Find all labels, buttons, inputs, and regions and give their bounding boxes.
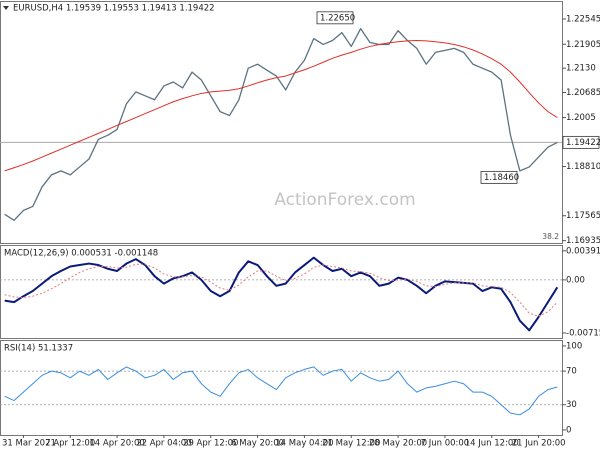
y-tick-label: 70 [566, 367, 577, 377]
panel-frame [0, 1, 563, 244]
watermark: ActionForex.com [274, 190, 415, 210]
y-tick-label: 1.2005 [566, 113, 596, 123]
y-tick-label: 100 [566, 341, 582, 351]
y-tick-label: 1.18810 [566, 162, 600, 172]
price-annotation-box [316, 11, 354, 25]
last-price-box [562, 135, 600, 149]
menu-icon [3, 6, 9, 10]
y-tick-label: 0.00 [566, 275, 585, 285]
y-tick-label: 1.2130 [566, 64, 596, 74]
x-tick-label: 7 Jun 00:00 [421, 439, 470, 449]
x-tick-label: 31 Mar 2021 [2, 439, 56, 449]
panel-frame [0, 245, 563, 339]
series-line [4, 366, 558, 416]
x-tick-label: 14 Jun 12:00 [465, 439, 519, 449]
series-line [4, 256, 559, 332]
last-price-label: 1.19422 [566, 138, 600, 148]
x-tick-label: 29 Apr 12:00 [183, 439, 238, 449]
y-tick-label: 1.17565 [566, 211, 600, 221]
y-tick-label: 0 [566, 425, 571, 435]
x-tick-label: 21 Jun 20:00 [512, 439, 566, 449]
series-line [4, 40, 558, 172]
y-tick-label: 1.21905 [566, 40, 600, 50]
panel-frame [0, 340, 563, 436]
x-tick-label: 22 Apr 04:00 [136, 439, 191, 449]
y-tick-label: 1.16935 [566, 236, 600, 246]
y-tick-label: 0.003917 [566, 246, 600, 256]
x-tick-label: 28 May 20:00 [369, 439, 427, 449]
x-tick-label: 14 May 04:00 [275, 439, 333, 449]
rsi-title: RSI(14) 51.1337 [4, 344, 73, 354]
chart-title: EURUSD,H4 1.19539 1.19553 1.19413 1.1942… [13, 4, 215, 14]
x-tick-label: 21 May 12:00 [322, 439, 380, 449]
y-tick-label: -0.007152 [566, 328, 600, 338]
fibo-label: 38.2 [542, 232, 559, 241]
x-tick-label: 6 May 20:00 [231, 439, 284, 449]
y-tick-label: 30 [566, 400, 577, 410]
x-tick-label: 7 Apr 12:00 [45, 439, 95, 449]
price-annotation: 1.18460 [484, 173, 519, 183]
y-tick-label: 1.22545 [566, 14, 600, 24]
series-line [4, 28, 558, 221]
macd-title: MACD(12,26,9) 0.000531 -0.001148 [4, 249, 158, 259]
x-tick-label: 14 Apr 20:00 [89, 439, 144, 449]
y-tick-label: 1.20685 [566, 88, 600, 98]
price-annotation-box [480, 170, 518, 184]
price-annotation: 1.22650 [320, 13, 355, 23]
